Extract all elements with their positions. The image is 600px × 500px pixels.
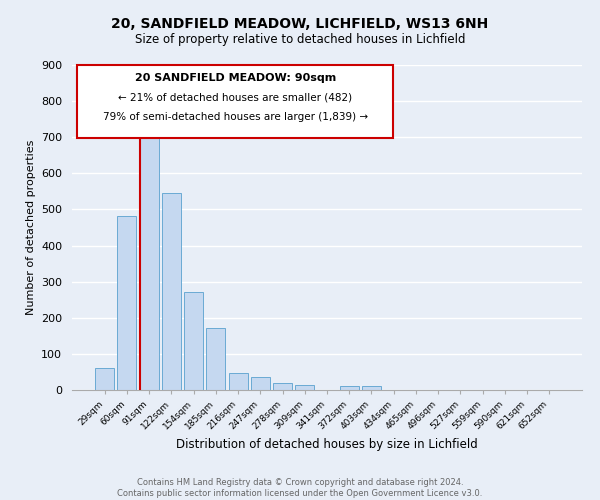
Bar [251, 378, 270, 390]
Bar [95, 368, 114, 390]
Text: 79% of semi-detached houses are larger (1,839) →: 79% of semi-detached houses are larger (… [103, 112, 368, 122]
Text: 20 SANDFIELD MEADOW: 90sqm: 20 SANDFIELD MEADOW: 90sqm [134, 73, 336, 83]
Bar [118, 216, 136, 390]
Bar [184, 292, 203, 390]
Text: Size of property relative to detached houses in Lichfield: Size of property relative to detached ho… [135, 32, 465, 46]
Bar [273, 383, 292, 390]
FancyBboxPatch shape [77, 65, 394, 138]
Y-axis label: Number of detached properties: Number of detached properties [26, 140, 35, 315]
Bar [295, 384, 314, 390]
Bar [229, 372, 248, 390]
Text: Contains HM Land Registry data © Crown copyright and database right 2024.
Contai: Contains HM Land Registry data © Crown c… [118, 478, 482, 498]
Bar [162, 193, 181, 390]
Bar [206, 328, 225, 390]
Bar [140, 130, 158, 390]
X-axis label: Distribution of detached houses by size in Lichfield: Distribution of detached houses by size … [176, 438, 478, 451]
Text: 20, SANDFIELD MEADOW, LICHFIELD, WS13 6NH: 20, SANDFIELD MEADOW, LICHFIELD, WS13 6N… [112, 18, 488, 32]
Bar [362, 386, 381, 390]
Text: ← 21% of detached houses are smaller (482): ← 21% of detached houses are smaller (48… [118, 92, 352, 102]
Bar [340, 386, 359, 390]
